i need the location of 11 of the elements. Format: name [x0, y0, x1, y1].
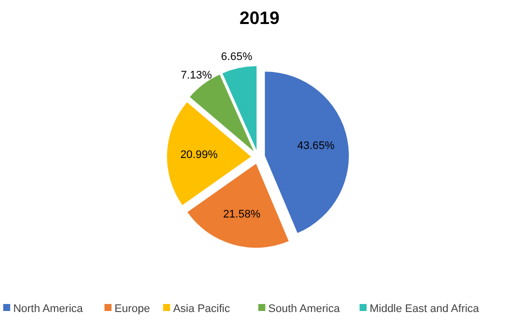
legend-label: Asia Pacific	[173, 302, 230, 315]
data-label: 6.65%	[221, 51, 252, 64]
chart-title: 2019	[239, 8, 280, 28]
data-label: 43.65%	[297, 140, 335, 152]
legend-label: North America	[13, 302, 84, 315]
data-label: 7.13%	[180, 69, 212, 82]
legend-label: Middle East and Africa	[370, 302, 480, 315]
legend-label: South America	[268, 302, 341, 315]
data-label: 20.99%	[180, 149, 218, 162]
legend-label: Europe	[114, 302, 150, 315]
data-label: 21.58%	[223, 208, 261, 221]
